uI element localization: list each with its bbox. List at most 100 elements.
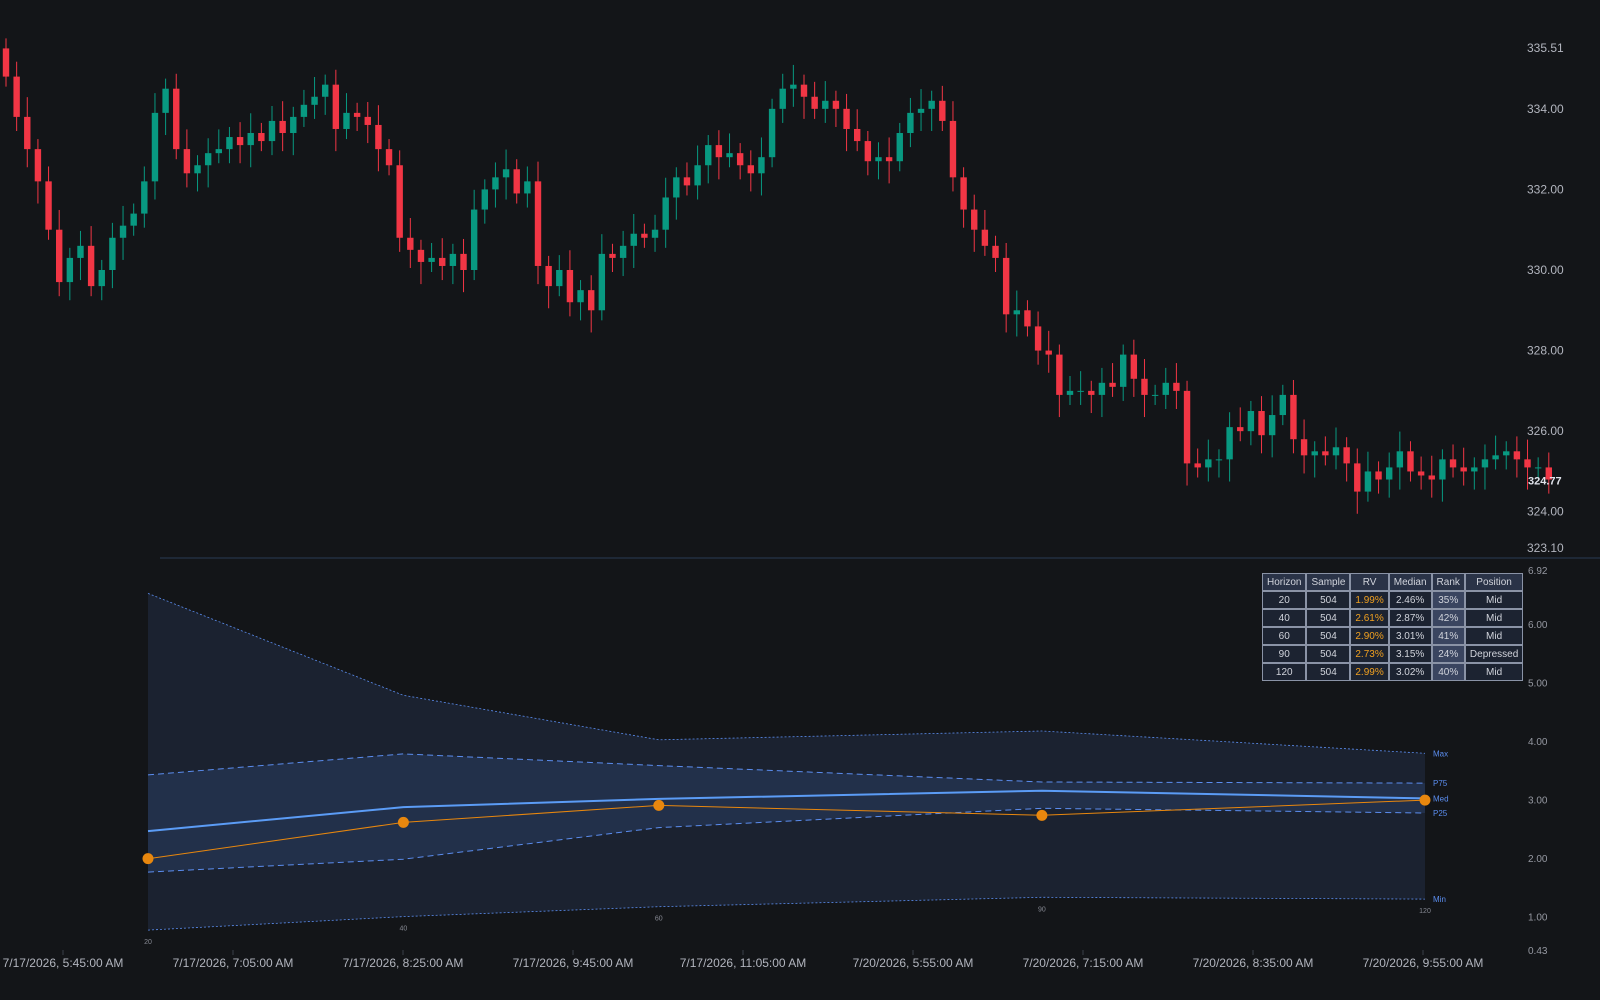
candle bbox=[662, 177, 669, 248]
candle bbox=[1545, 452, 1552, 494]
candle bbox=[1141, 359, 1148, 418]
candle-body bbox=[1343, 447, 1350, 464]
candle bbox=[77, 230, 84, 281]
candle-body bbox=[885, 157, 893, 162]
candle-body bbox=[204, 153, 212, 166]
cell-sample: 504 bbox=[1306, 591, 1351, 609]
candle bbox=[364, 101, 371, 144]
price-tick-label: 324.00 bbox=[1527, 505, 1564, 519]
candle bbox=[1428, 455, 1435, 498]
candle bbox=[311, 77, 318, 119]
candle-body bbox=[1513, 451, 1521, 460]
candle bbox=[1066, 375, 1074, 405]
candle-body bbox=[694, 165, 701, 186]
candle-body bbox=[534, 181, 542, 266]
candle bbox=[694, 145, 701, 200]
candle-body bbox=[619, 245, 627, 258]
volatility-axis[interactable]: 6.92 6.00 5.00 4.00 3.00 2.00 1.00 0.43 bbox=[1528, 566, 1548, 957]
candle-body bbox=[13, 76, 20, 117]
candle bbox=[1407, 441, 1414, 482]
candle-body bbox=[77, 245, 84, 258]
candle-body bbox=[896, 133, 903, 162]
candle-body bbox=[715, 145, 723, 158]
candle bbox=[1205, 439, 1212, 482]
candle-body bbox=[545, 265, 552, 287]
cell-sample: 504 bbox=[1306, 663, 1351, 681]
candle bbox=[992, 235, 999, 273]
table-row: 120 504 2.99% 3.02% 40% Mid bbox=[1262, 663, 1524, 681]
candle bbox=[1332, 427, 1340, 470]
candle bbox=[66, 247, 74, 301]
candle bbox=[1151, 384, 1159, 405]
candle-body bbox=[524, 181, 531, 194]
cell-sample: 504 bbox=[1306, 627, 1351, 645]
candle-body bbox=[917, 108, 925, 113]
candle-body bbox=[768, 108, 776, 158]
cell-sample: 504 bbox=[1306, 609, 1351, 627]
time-tick-label: 7/17/2026, 5:45:00 AM bbox=[3, 956, 124, 970]
price-axis[interactable]: 335.51 334.00 332.00 330.00 328.00 326.00 324.… bbox=[1527, 41, 1564, 555]
candle bbox=[1109, 363, 1116, 397]
candle-body bbox=[311, 96, 318, 105]
candle-body bbox=[864, 141, 872, 162]
series-line-p75 bbox=[147, 753, 1426, 784]
volatility-tick-label: 2.00 bbox=[1528, 854, 1548, 865]
candle bbox=[332, 69, 340, 152]
candle bbox=[960, 167, 967, 228]
candle-body bbox=[1322, 451, 1329, 456]
candle bbox=[300, 89, 308, 127]
candle-body bbox=[226, 137, 233, 150]
candle-body bbox=[45, 181, 52, 230]
candle-body bbox=[928, 100, 935, 109]
candle-body bbox=[1279, 394, 1286, 416]
candle bbox=[141, 166, 148, 228]
candle-body bbox=[1162, 382, 1169, 395]
candle bbox=[619, 230, 627, 277]
candle bbox=[1279, 384, 1286, 426]
table-row: 40 504 2.61% 2.87% 42% Mid bbox=[1262, 609, 1524, 627]
candle bbox=[1194, 448, 1201, 478]
inner-band-area bbox=[148, 753, 1425, 873]
horizon-tick-label: 60 bbox=[655, 916, 663, 923]
candle bbox=[1354, 448, 1361, 514]
candle-body bbox=[1311, 451, 1318, 456]
candle-body bbox=[641, 233, 648, 238]
candle bbox=[885, 137, 893, 184]
rv-point bbox=[142, 853, 154, 865]
candle-body bbox=[322, 84, 329, 97]
candle-body bbox=[66, 257, 74, 283]
candle bbox=[705, 135, 712, 184]
candle-body bbox=[790, 84, 797, 89]
volatility-tick-label: 5.00 bbox=[1528, 678, 1548, 689]
candle-body bbox=[875, 157, 882, 162]
price-tick-label: 332.00 bbox=[1527, 182, 1564, 196]
volatility-tick-label: 4.00 bbox=[1528, 737, 1548, 748]
candle bbox=[896, 122, 903, 172]
candle bbox=[449, 243, 457, 285]
candle bbox=[119, 205, 127, 260]
candle bbox=[1045, 330, 1052, 373]
candle bbox=[24, 97, 31, 168]
price-tick-label: 334.00 bbox=[1527, 102, 1564, 116]
candle bbox=[1492, 435, 1499, 470]
candle-body bbox=[141, 181, 148, 214]
candle bbox=[524, 166, 531, 208]
candle bbox=[396, 150, 403, 252]
candle bbox=[566, 250, 574, 317]
candle bbox=[375, 105, 382, 172]
candle bbox=[1449, 444, 1457, 478]
time-axis[interactable]: 7/17/2026, 5:45:00 AM 7/17/2026, 7:05:00 … bbox=[3, 950, 1484, 970]
cell-rank: 40% bbox=[1431, 663, 1465, 681]
candle-body bbox=[822, 100, 829, 109]
candle bbox=[428, 243, 435, 273]
time-tick-label: 7/20/2026, 8:35:00 AM bbox=[1193, 956, 1314, 970]
candle bbox=[673, 167, 680, 220]
candle-body bbox=[1471, 467, 1478, 472]
candle bbox=[87, 226, 95, 297]
candle-body bbox=[417, 249, 425, 262]
candle-body bbox=[577, 290, 584, 303]
candle bbox=[162, 78, 169, 136]
horizon-tick-label: 40 bbox=[400, 926, 408, 933]
